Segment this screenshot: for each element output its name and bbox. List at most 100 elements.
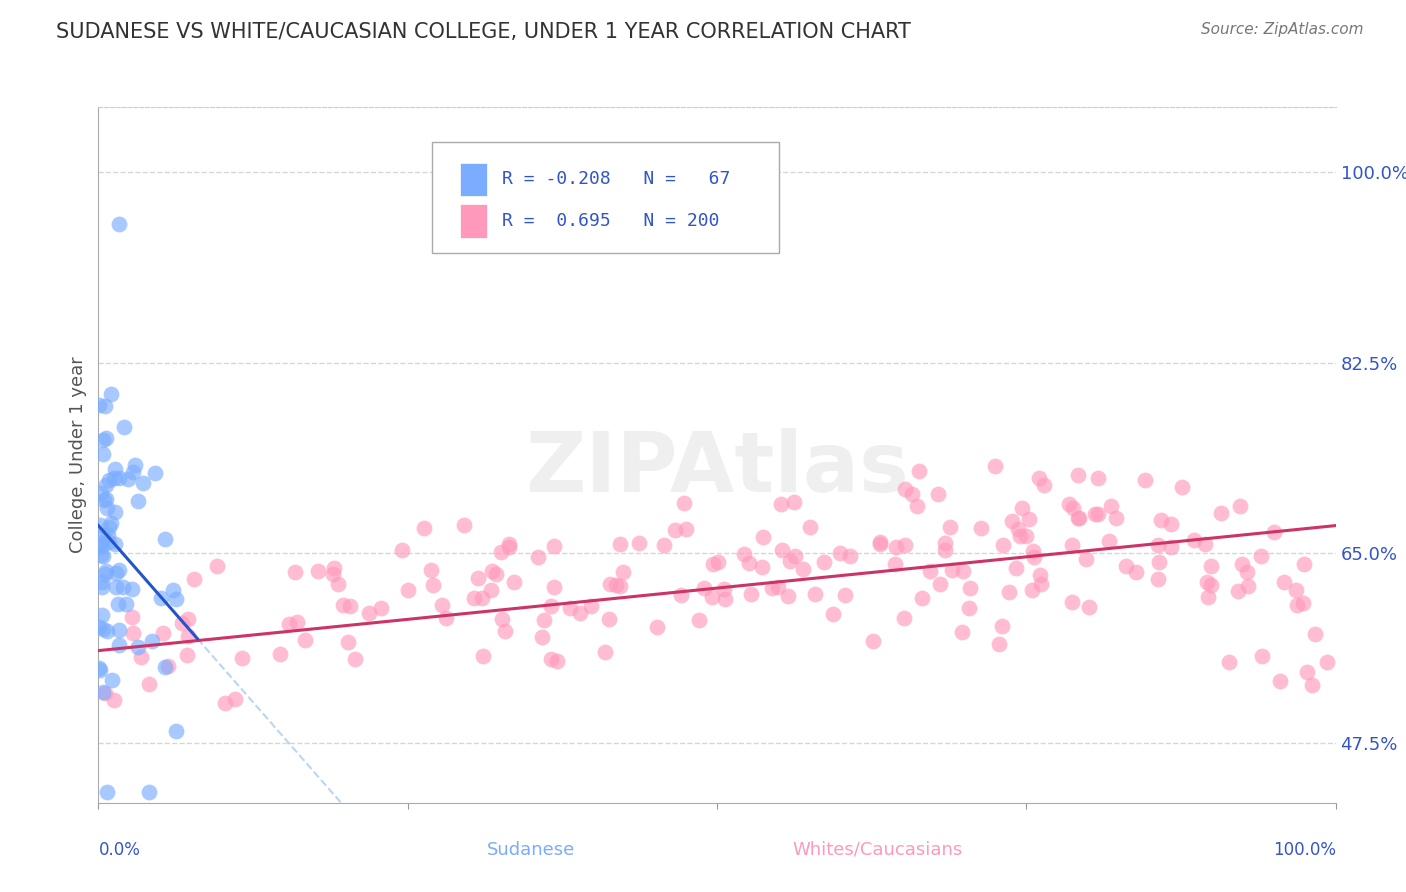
Point: [97, 528, 120, 542]
Point: [97, 473, 120, 487]
Point: [950, 624, 973, 639]
Point: [893, 611, 915, 625]
Text: Sudanese: Sudanese: [488, 841, 575, 859]
Point: [90, 548, 112, 562]
Point: [609, 537, 631, 551]
Point: [479, 582, 502, 597]
Point: [1147, 555, 1170, 569]
Point: [108, 624, 131, 638]
Point: [1147, 538, 1170, 552]
Point: [104, 566, 127, 580]
Point: [1084, 507, 1107, 521]
Point: [104, 505, 127, 519]
Point: [1029, 568, 1052, 582]
Point: [177, 612, 200, 626]
Point: [398, 582, 420, 597]
Point: [778, 589, 800, 603]
Point: [894, 538, 917, 552]
Point: [984, 458, 1007, 473]
Point: [96, 624, 118, 639]
Point: [664, 524, 686, 538]
Point: [911, 591, 934, 606]
Point: [928, 577, 950, 591]
Point: [224, 692, 246, 706]
Point: [117, 472, 139, 486]
Point: [1295, 665, 1317, 680]
Text: 0.0%: 0.0%: [98, 841, 141, 859]
Text: R = -0.208   N =   67: R = -0.208 N = 67: [502, 170, 730, 188]
Point: [830, 546, 852, 560]
Point: [94, 564, 117, 578]
Point: [91, 527, 114, 541]
Point: [307, 565, 329, 579]
Point: [1197, 590, 1219, 604]
Point: [1201, 578, 1223, 592]
Point: [1160, 540, 1182, 554]
Point: [813, 555, 835, 569]
Text: R =  0.695   N = 200: R = 0.695 N = 200: [502, 212, 720, 230]
Point: [700, 590, 723, 604]
Point: [869, 534, 891, 549]
Point: [94, 478, 117, 492]
Point: [91, 549, 114, 563]
Point: [927, 487, 949, 501]
Point: [96, 785, 118, 799]
Point: [1076, 552, 1098, 566]
Point: [702, 557, 724, 571]
Point: [115, 597, 138, 611]
Point: [89, 540, 111, 554]
Point: [105, 580, 128, 594]
Point: [107, 597, 129, 611]
Point: [761, 581, 783, 595]
Point: [143, 466, 166, 480]
Point: [326, 576, 349, 591]
Point: [165, 724, 187, 739]
Point: [90, 608, 112, 623]
Point: [894, 483, 917, 497]
Point: [122, 626, 145, 640]
Point: [129, 649, 152, 664]
Point: [1226, 583, 1249, 598]
Point: [339, 599, 361, 614]
Point: [156, 658, 179, 673]
Point: [1182, 533, 1205, 548]
Point: [941, 563, 963, 577]
Point: [1014, 528, 1036, 542]
Point: [231, 651, 253, 665]
Text: ZIPAtlas: ZIPAtlas: [524, 428, 910, 509]
Point: [707, 555, 730, 569]
Point: [491, 612, 513, 626]
Text: 100.0%: 100.0%: [1272, 841, 1336, 859]
Point: [322, 567, 344, 582]
Point: [970, 521, 993, 535]
Point: [127, 640, 149, 654]
Point: [779, 554, 801, 568]
Point: [1021, 582, 1043, 597]
Point: [783, 549, 806, 564]
Point: [91, 540, 114, 554]
Point: [277, 616, 299, 631]
Point: [420, 563, 443, 577]
Point: [959, 581, 981, 595]
Point: [540, 599, 562, 614]
Point: [177, 629, 200, 643]
Point: [94, 566, 117, 581]
Point: [673, 496, 696, 510]
Point: [434, 611, 457, 625]
Point: [138, 677, 160, 691]
Point: [172, 615, 194, 630]
Point: [869, 537, 891, 551]
Point: [918, 564, 941, 578]
Point: [100, 386, 122, 401]
Point: [1099, 499, 1122, 513]
Point: [104, 461, 127, 475]
Point: [89, 620, 111, 634]
Point: [1237, 578, 1260, 592]
Point: [98, 520, 121, 534]
Point: [609, 579, 631, 593]
Point: [176, 648, 198, 663]
Point: [165, 591, 187, 606]
Point: [1033, 478, 1056, 492]
Point: [453, 518, 475, 533]
Point: [100, 516, 122, 531]
